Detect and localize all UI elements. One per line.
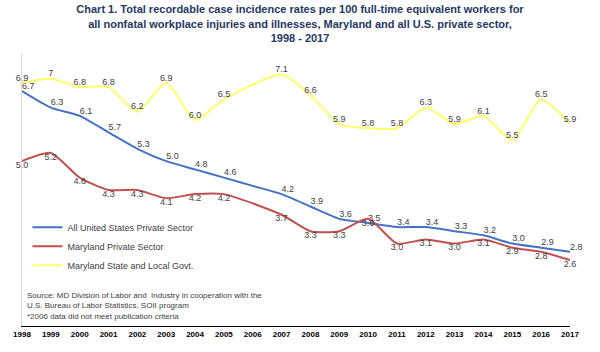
svg-text:2009: 2009: [330, 330, 348, 339]
svg-text:Maryland Private Sector: Maryland Private Sector: [67, 242, 163, 252]
svg-text:4.6: 4.6: [73, 176, 86, 186]
svg-text:2.9: 2.9: [506, 246, 519, 256]
svg-text:2.6: 2.6: [564, 259, 577, 269]
svg-text:6.8: 6.8: [73, 77, 86, 87]
svg-text:3.6: 3.6: [339, 209, 352, 219]
svg-text:2007: 2007: [273, 330, 291, 339]
svg-text:3.4: 3.4: [397, 217, 410, 227]
svg-text:2.9: 2.9: [541, 237, 554, 247]
svg-text:2010: 2010: [359, 330, 377, 339]
svg-text:3.3: 3.3: [304, 230, 317, 240]
svg-text:3.7: 3.7: [275, 213, 288, 223]
svg-text:5.0: 5.0: [166, 151, 179, 161]
svg-text:5.9: 5.9: [333, 114, 346, 124]
svg-text:6.8: 6.8: [102, 77, 115, 87]
svg-text:6.5: 6.5: [535, 89, 548, 99]
svg-text:2003: 2003: [157, 330, 175, 339]
svg-text:3.2: 3.2: [483, 225, 496, 235]
svg-text:3.6: 3.6: [362, 218, 375, 228]
svg-text:6.0: 6.0: [189, 110, 202, 120]
svg-text:6.9: 6.9: [16, 73, 29, 83]
svg-text:6.3: 6.3: [51, 97, 64, 107]
svg-text:1999: 1999: [42, 330, 60, 339]
svg-text:4.2: 4.2: [282, 184, 295, 194]
svg-text:2015: 2015: [503, 330, 521, 339]
svg-text:2001: 2001: [100, 330, 118, 339]
svg-text:3.0: 3.0: [391, 242, 404, 252]
svg-text:6.3: 6.3: [420, 97, 433, 107]
svg-text:5.2: 5.2: [45, 152, 58, 162]
svg-text:6.9: 6.9: [160, 73, 173, 83]
svg-text:5.0: 5.0: [16, 160, 29, 170]
svg-text:3.5: 3.5: [368, 213, 381, 223]
svg-text:Maryland State and Local Govt.: Maryland State and Local Govt.: [67, 261, 193, 271]
svg-text:3.1: 3.1: [477, 238, 490, 248]
svg-text:5.8: 5.8: [362, 118, 375, 128]
svg-text:5.8: 5.8: [391, 118, 404, 128]
svg-text:3.4: 3.4: [426, 217, 439, 227]
svg-text:4.1: 4.1: [160, 197, 173, 207]
svg-text:2008: 2008: [302, 330, 320, 339]
svg-text:5.9: 5.9: [564, 114, 577, 124]
svg-text:4.3: 4.3: [102, 189, 115, 199]
svg-text:4.8: 4.8: [195, 159, 208, 169]
svg-text:2002: 2002: [128, 330, 146, 339]
svg-text:5.3: 5.3: [137, 139, 150, 149]
svg-text:2016: 2016: [532, 330, 550, 339]
svg-text:2012: 2012: [417, 330, 435, 339]
svg-text:6.1: 6.1: [477, 106, 490, 116]
svg-text:2000: 2000: [71, 330, 89, 339]
svg-text:Chart 1. Total recordable case: Chart 1. Total recordable case incidence…: [76, 3, 524, 44]
svg-text:5.9: 5.9: [448, 114, 461, 124]
svg-text:4.6: 4.6: [224, 167, 237, 177]
svg-text:1998: 1998: [13, 330, 31, 339]
svg-text:6.1: 6.1: [80, 106, 93, 116]
svg-text:3.3: 3.3: [455, 221, 468, 231]
svg-text:3.0: 3.0: [512, 233, 525, 243]
svg-text:2.8: 2.8: [570, 242, 583, 252]
svg-text:4.2: 4.2: [218, 193, 231, 203]
svg-text:7.1: 7.1: [275, 64, 288, 74]
svg-text:4.2: 4.2: [189, 193, 202, 203]
svg-text:3.0: 3.0: [448, 242, 461, 252]
svg-text:Source: MD Division of Labor a: Source: MD Division of Labor and Industr…: [27, 291, 262, 321]
svg-text:6.5: 6.5: [218, 89, 231, 99]
svg-text:2006: 2006: [244, 330, 262, 339]
svg-text:5.7: 5.7: [109, 122, 122, 132]
svg-text:6.6: 6.6: [304, 85, 317, 95]
svg-text:2004: 2004: [186, 330, 204, 339]
svg-text:All United States Private Sect: All United States Private Sector: [67, 223, 193, 233]
svg-text:2014: 2014: [475, 330, 493, 339]
svg-text:3.3: 3.3: [333, 230, 346, 240]
svg-text:2005: 2005: [215, 330, 233, 339]
svg-text:6.2: 6.2: [131, 101, 144, 111]
svg-text:2017: 2017: [561, 330, 579, 339]
svg-text:2013: 2013: [446, 330, 464, 339]
svg-text:2.8: 2.8: [535, 251, 548, 261]
svg-text:3.9: 3.9: [310, 196, 323, 206]
svg-text:5.5: 5.5: [506, 130, 519, 140]
svg-text:2011: 2011: [388, 330, 406, 339]
svg-text:4.3: 4.3: [131, 189, 144, 199]
svg-text:7: 7: [48, 68, 53, 78]
svg-text:3.1: 3.1: [420, 238, 433, 248]
svg-text:6.7: 6.7: [22, 81, 35, 91]
